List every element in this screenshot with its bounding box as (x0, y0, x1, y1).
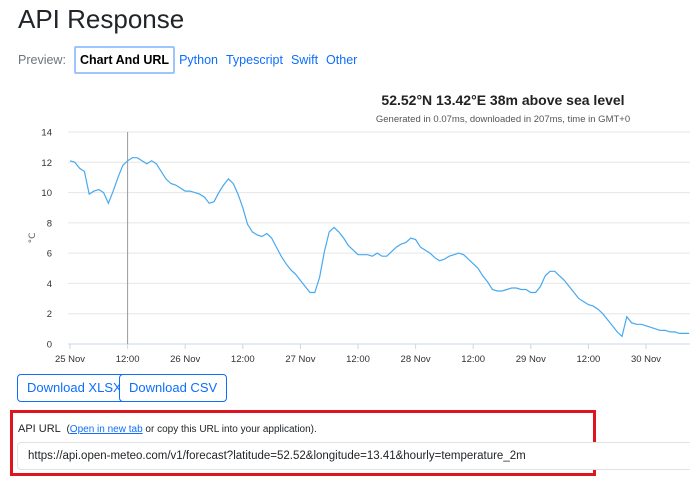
tab-python[interactable]: Python (179, 53, 218, 67)
x-axis-ticks: 25 Nov 12:00 26 Nov 12:00 27 Nov 12:00 28 Nov 1… (55, 344, 661, 365)
chart-title: 52.52°N 13.42°E 38m above sea level (381, 92, 624, 108)
x-tick-label: 12:00 (116, 354, 140, 365)
download-csv-button[interactable]: Download CSV (119, 374, 228, 402)
y-tick-label: 14 (41, 128, 52, 139)
api-url-hint: or copy this URL into your application). (142, 424, 317, 435)
x-tick-label: 12:00 (461, 354, 485, 365)
api-url-field[interactable]: https://api.open-meteo.com/v1/forecast?l… (17, 442, 690, 470)
y-tick-label: 10 (41, 188, 52, 199)
open-in-new-tab-link[interactable]: Open in new tab (69, 424, 143, 435)
x-tick-label: 25 Nov (55, 354, 85, 365)
download-xlsx-button[interactable]: Download XLSX (17, 374, 132, 402)
x-tick-label: 28 Nov (401, 354, 431, 365)
preview-tabs: Preview: Chart And URL Python Typescript… (18, 44, 361, 76)
api-url-label: API URL (Open in new tab or copy this UR… (18, 423, 317, 435)
y-tick-label: 4 (47, 279, 52, 290)
x-tick-label: 12:00 (346, 354, 370, 365)
tab-other[interactable]: Other (326, 53, 358, 67)
chart-subtitle: Generated in 0.07ms, downloaded in 207ms… (376, 114, 630, 125)
y-tick-label: 0 (47, 340, 52, 351)
x-tick-label: 27 Nov (285, 354, 315, 365)
page-title: API Response (18, 4, 185, 34)
y-tick-label: 2 (47, 309, 52, 320)
x-tick-label: 30 Nov (631, 354, 661, 365)
tab-swift[interactable]: Swift (290, 53, 319, 67)
y-axis-ticks: 0 2 4 6 8 10 12 14 (41, 128, 52, 351)
tab-chart-and-url[interactable]: Chart And URL (73, 46, 176, 74)
x-tick-label: 26 Nov (170, 354, 200, 365)
y-tick-label: 12 (41, 158, 52, 169)
y-axis-label: °C (28, 233, 38, 244)
x-tick-label: 29 Nov (516, 354, 546, 365)
api-url-paren: ( (66, 424, 70, 435)
api-url-title: API URL (18, 423, 61, 435)
x-tick-label: 12:00 (577, 354, 601, 365)
y-tick-label: 8 (47, 218, 52, 229)
chart-svg: 52.52°N 13.42°E 38m above sea level Gene… (28, 92, 690, 365)
series-line-temperature (69, 157, 690, 338)
temperature-chart[interactable]: 52.52°N 13.42°E 38m above sea level Gene… (0, 88, 690, 368)
chart-gridlines (68, 131, 690, 345)
y-tick-label: 6 (47, 249, 52, 260)
tab-typescript[interactable]: Typescript (225, 53, 283, 67)
x-tick-label: 12:00 (231, 354, 255, 365)
preview-label: Preview: (18, 53, 66, 67)
